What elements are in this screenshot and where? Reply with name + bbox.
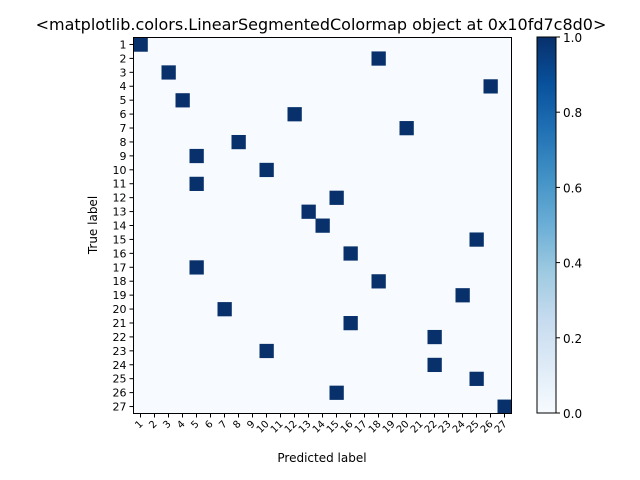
y-tick-label: 2 <box>120 52 127 65</box>
y-axis-label: True label <box>86 196 100 255</box>
y-tick-label: 18 <box>113 275 127 288</box>
heatmap-cell <box>483 79 498 94</box>
heatmap-cell <box>231 134 246 150</box>
colorbar-gradient <box>537 37 556 413</box>
heatmap-cell <box>189 148 204 164</box>
heatmap-cell <box>287 107 302 122</box>
heatmap-cell <box>469 232 484 247</box>
x-axis-label: Predicted label <box>277 451 366 465</box>
heatmap-cell <box>343 246 358 261</box>
x-tick-label: 7 <box>217 419 229 431</box>
colorbar-tick-label: 0.0 <box>563 407 582 421</box>
y-tick-label: 23 <box>113 345 127 358</box>
x-tick-label: 2 <box>147 419 159 431</box>
heatmap-cells <box>133 37 512 414</box>
y-tick-label: 3 <box>120 66 127 79</box>
y-tick-label: 8 <box>120 136 127 149</box>
heatmap-cell <box>189 176 204 191</box>
y-tick-label: 1 <box>120 38 127 51</box>
heatmap-cell <box>497 399 512 414</box>
heatmap-cell <box>371 274 386 289</box>
colorbar-frame <box>536 36 557 414</box>
y-tick-label: 12 <box>113 192 127 205</box>
heatmap-cell <box>427 357 442 373</box>
colorbar-tick-label: 0.2 <box>563 332 582 346</box>
y-tick-label: 13 <box>113 206 127 219</box>
x-tick-label: 5 <box>189 419 201 431</box>
heatmap-cell <box>161 65 176 80</box>
x-tick-label: 27 <box>493 419 510 436</box>
heatmap-cell <box>175 93 190 108</box>
y-tick-label: 10 <box>113 164 127 177</box>
colorbar-tick-label: 0.8 <box>563 106 582 120</box>
x-tick-label: 3 <box>161 419 173 431</box>
y-tick-label: 9 <box>120 150 127 163</box>
heatmap-cell <box>469 371 484 386</box>
heatmap-cell <box>217 302 232 317</box>
y-tick-label: 11 <box>113 178 127 191</box>
colorbar-tick-label: 0.4 <box>563 257 582 271</box>
colorbar-ticks: 0.0 0.2 0.4 0.6 0.8 1.0 <box>556 31 582 421</box>
heatmap-cell <box>371 51 386 66</box>
y-tick-label: 19 <box>113 289 127 302</box>
colorbar-tick-label: 0.6 <box>563 181 582 195</box>
x-tick-label: 8 <box>231 419 243 431</box>
y-tick-label: 17 <box>113 261 127 274</box>
heatmap-cell <box>189 260 204 275</box>
y-tick-label: 16 <box>113 247 127 260</box>
y-tick-label: 15 <box>113 233 127 246</box>
y-tick-label: 22 <box>113 331 127 344</box>
heatmap-cell <box>329 385 344 400</box>
y-tick-label: 24 <box>113 359 127 372</box>
y-tick-label: 26 <box>113 387 127 400</box>
heatmap-cell <box>343 316 358 331</box>
colorbar-tick-label: 1.0 <box>563 31 582 45</box>
y-tick-label: 14 <box>113 220 127 233</box>
x-tick-label: 4 <box>175 419 187 431</box>
heatmap-cell <box>399 121 414 136</box>
heatmap-cell <box>133 37 148 52</box>
heatmap-cell <box>315 218 330 233</box>
heatmap-cell <box>301 204 316 219</box>
y-tick-label: 20 <box>113 303 127 316</box>
y-tick-label: 5 <box>120 94 127 107</box>
y-tick-label: 7 <box>120 122 127 135</box>
x-tick-label: 6 <box>203 419 215 431</box>
chart-title: <matplotlib.colors.LinearSegmentedColorm… <box>36 15 607 34</box>
y-tick-label: 25 <box>113 373 127 386</box>
x-axis-ticks: 1 2 3 4 5 6 7 8 91011121314151617181920212223242… <box>133 413 510 436</box>
x-tick-label: 1 <box>133 419 145 431</box>
heatmap-cell <box>455 288 470 303</box>
heatmap-cell <box>259 343 274 359</box>
y-tick-label: 21 <box>113 317 127 330</box>
y-axis-ticks: 1234567891011121314151617181920212223242… <box>113 38 134 414</box>
y-tick-label: 6 <box>120 108 127 121</box>
y-tick-label: 4 <box>120 80 127 93</box>
heatmap-cell <box>329 190 344 205</box>
y-tick-label: 27 <box>113 401 127 414</box>
heatmap-cell <box>427 329 442 345</box>
heatmap-cell <box>259 162 274 178</box>
